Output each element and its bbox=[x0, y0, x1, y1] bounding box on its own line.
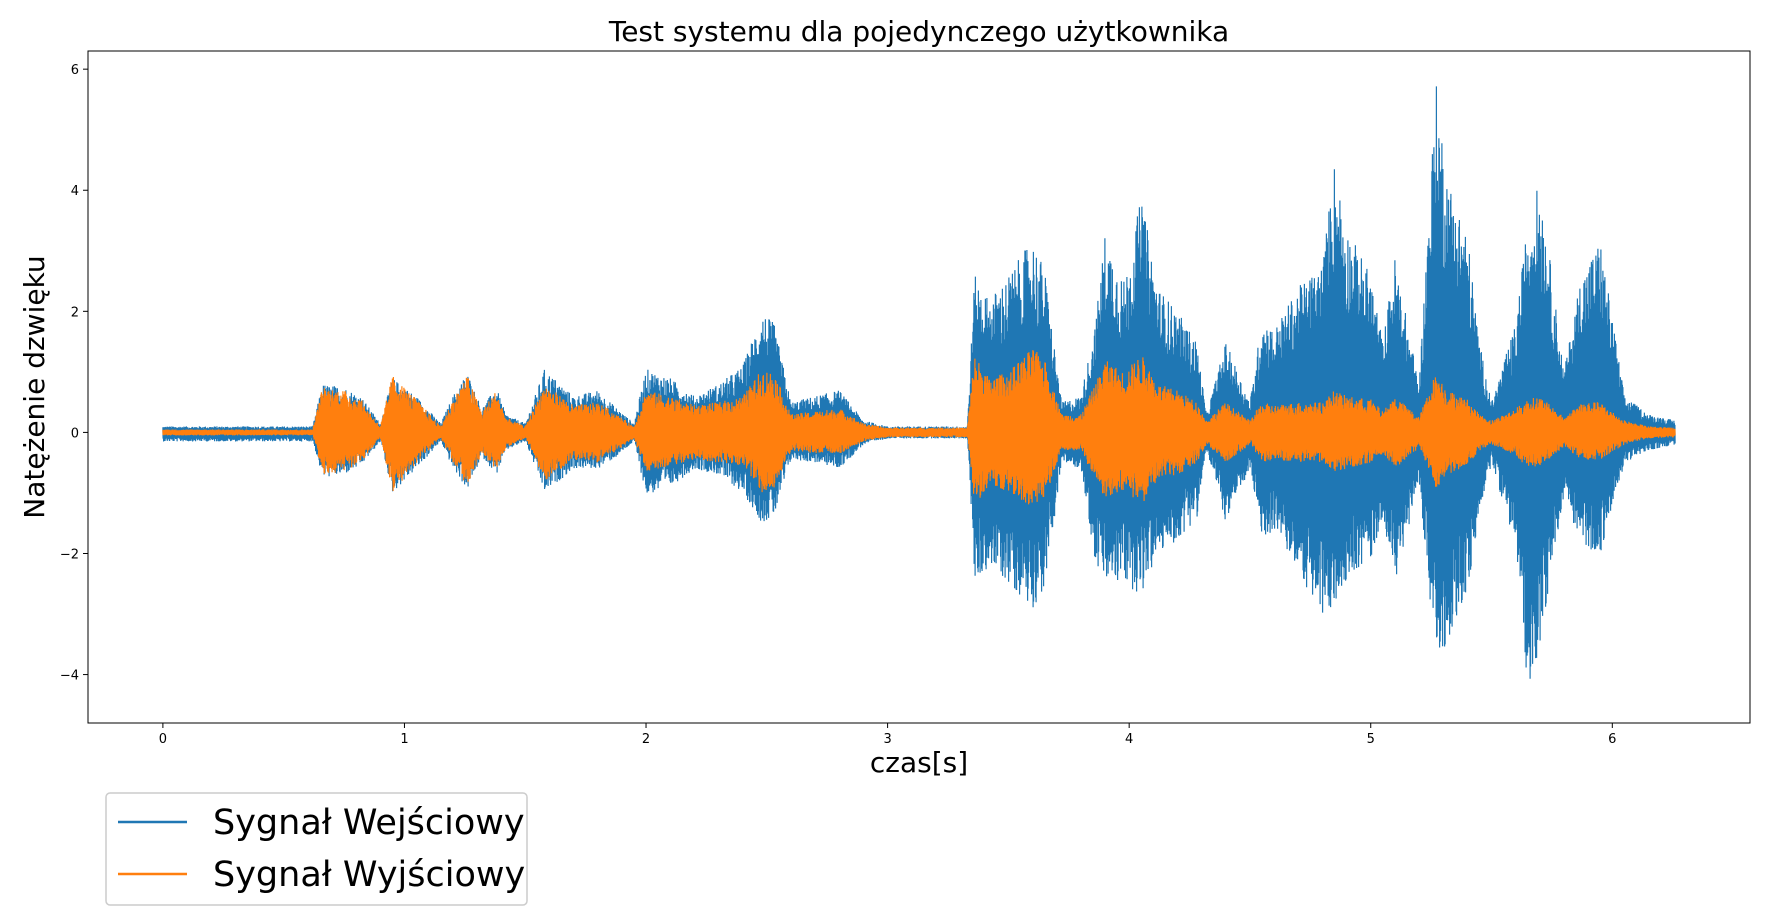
x-tick-label: 3 bbox=[883, 732, 891, 747]
y-tick-label: −2 bbox=[60, 547, 79, 562]
y-axis-label: Natężenie dzwięku bbox=[18, 255, 51, 518]
x-axis: 0 1 2 3 4 5 6 bbox=[159, 723, 1616, 747]
plot-frame bbox=[87, 50, 1751, 724]
series-line-output bbox=[162, 350, 1676, 505]
y-tick-label: 4 bbox=[71, 184, 79, 199]
y-tick-label: 2 bbox=[71, 305, 79, 320]
legend-label-output: Sygnał Wyjściowy bbox=[213, 855, 525, 895]
series-layer bbox=[162, 86, 1676, 679]
legend: Sygnał Wejściowy Sygnał Wyjściowy bbox=[105, 792, 528, 906]
y-tick-label: 6 bbox=[71, 63, 79, 78]
x-tick-label: 1 bbox=[400, 732, 408, 747]
y-tick-label: −4 bbox=[60, 669, 79, 684]
y-tick-label: 0 bbox=[71, 426, 79, 441]
x-tick-label: 2 bbox=[642, 732, 650, 747]
x-tick-label: 0 bbox=[159, 732, 167, 747]
legend-frame bbox=[105, 792, 528, 906]
x-tick-label: 5 bbox=[1367, 732, 1375, 747]
chart-title: Test systemu dla pojedynczego użytkownik… bbox=[608, 15, 1229, 48]
x-axis-label: czas[s] bbox=[870, 746, 968, 779]
x-tick-label: 4 bbox=[1125, 732, 1133, 747]
y-axis: −4 −2 0 2 4 6 bbox=[60, 63, 88, 684]
x-tick-label: 6 bbox=[1608, 732, 1616, 747]
series-line-input bbox=[162, 86, 1676, 679]
legend-label-input: Sygnał Wejściowy bbox=[213, 803, 525, 843]
